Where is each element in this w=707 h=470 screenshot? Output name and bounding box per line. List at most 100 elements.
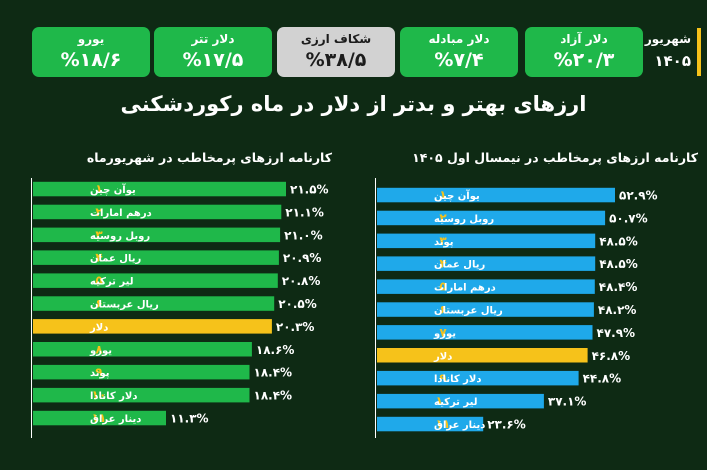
half-year-value-label: ۳۷.۱%	[548, 395, 587, 409]
half-year-rank-label: ۵	[439, 280, 446, 294]
half-year-rank-label: ۹	[439, 371, 447, 385]
half-year-value-label: ۴۶.۸%	[592, 349, 631, 363]
month-label: شهریور	[644, 32, 691, 46]
month-chart-axis-line	[31, 178, 32, 438]
half-year-category-label: ریال عمان	[434, 260, 485, 271]
half-year-rank-label: ۷	[439, 325, 447, 339]
month-category-label: یورو	[89, 345, 112, 356]
month-category-label: دینار عراق	[90, 414, 141, 425]
month-badge: شهریور ۱۴۰۵	[642, 28, 701, 76]
month-category-label: ریال عمان	[90, 254, 141, 265]
month-value-label: ۲۰.۳%	[276, 320, 315, 334]
card-tether-dollar: دلار تتر %۱۷/۵	[154, 27, 272, 77]
card-label: دلار آزاد	[560, 32, 608, 46]
half-year-category-label: لیر ترکیه	[434, 397, 477, 408]
half-year-bar	[377, 233, 596, 249]
month-chart-title: کارنامه ارزهای پرمخاطب در شهریورماه	[86, 150, 332, 165]
half-year-bar	[377, 256, 596, 271]
half-year-rank-label: ۱۰	[436, 394, 451, 408]
card-euro: یورو %۱۸/۶	[32, 27, 150, 77]
half-year-value-label: ۲۳.۶%	[487, 418, 526, 432]
half-year-value-label: ۴۴.۸%	[583, 372, 622, 386]
half-year-bar	[377, 279, 595, 294]
month-value-label: ۲۱.۵%	[290, 183, 329, 197]
half-year-rank-label: ۶	[439, 303, 446, 317]
half-year-bar	[377, 302, 594, 317]
half-year-bar	[377, 393, 544, 409]
month-rank-label: ۲	[95, 205, 103, 219]
half-year-rank-label: ۱	[439, 188, 446, 202]
half-year-rank-label: ۲	[439, 211, 447, 225]
card-free-dollar: دلار آزاد %۲۰/۳	[525, 27, 643, 77]
month-bar	[33, 204, 282, 220]
month-category-label: دلار کانادا	[90, 391, 137, 402]
card-label: یورو	[77, 32, 105, 46]
half-year-bar	[377, 416, 484, 432]
card-value: %۱۷/۵	[182, 49, 244, 71]
half-year-bar	[377, 370, 579, 386]
half-year-bar	[377, 210, 606, 226]
card-label: شکاف ارزی	[300, 32, 372, 46]
month-category-label: ریال عربستان	[90, 300, 159, 311]
half-year-category-label: دلار	[433, 351, 452, 362]
month-bar	[33, 227, 281, 243]
month-value-label: ۱۸.۶%	[256, 343, 295, 357]
month-bar	[33, 364, 250, 380]
month-rank-label: ۱۰	[92, 388, 107, 402]
half-year-value-label: ۴۷.۹%	[597, 326, 636, 340]
main-title: ارزهای بهتر و بدتر از دلار در ماه رکوردش…	[120, 92, 587, 116]
month-rank-label: ۹	[95, 365, 103, 379]
card-currency-gap: شکاف ارزی %۳۸/۵	[277, 27, 395, 77]
half-year-category-label: یورو	[433, 328, 456, 339]
half-year-value-label: ۴۸.۴%	[599, 280, 638, 294]
half-year-value-label: ۵۰.۷%	[609, 211, 648, 225]
card-label: دلار مبادله	[428, 32, 490, 46]
half-year-category-label: ریال عربستان	[434, 306, 503, 317]
card-exchange-dollar: دلار مبادله %۷/۴	[400, 27, 518, 77]
half-year-value-label: ۴۸.۲%	[598, 303, 637, 317]
month-bar	[33, 273, 278, 288]
half-year-category-label: روبل روسیه	[434, 214, 494, 225]
half-year-value-label: ۴۸.۵%	[599, 257, 638, 271]
month-bar	[33, 342, 252, 357]
month-bar	[33, 387, 250, 403]
month-bar	[33, 250, 279, 265]
month-category-label: پوند	[90, 368, 110, 379]
card-value: %۲۰/۳	[553, 49, 615, 71]
month-value-label: ۲۰.۹%	[283, 251, 322, 265]
half-year-category-label: دلار کانادا	[434, 374, 481, 385]
month-value-label: ۱۱.۳%	[170, 412, 209, 426]
card-value: %۱۸/۶	[60, 49, 122, 71]
month-value-label: ۲۰.۵%	[278, 297, 317, 311]
half-year-chart-axis-line	[375, 178, 376, 438]
month-bar	[33, 410, 166, 426]
month-category-label: یوآن چین	[90, 183, 136, 196]
year-label: ۱۴۰۵	[654, 52, 691, 70]
half-year-rank-label: ۳	[439, 234, 447, 248]
month-bar	[33, 319, 272, 334]
month-rank-label: ۱	[95, 182, 102, 196]
half-year-rank-label: ۸	[439, 348, 447, 362]
month-rank-label: ۳	[95, 228, 103, 242]
month-value-label: ۲۱.۰%	[284, 228, 323, 242]
month-value-label: ۱۸.۴%	[254, 389, 293, 403]
half-year-chart-title: کارنامه ارزهای پرمخاطب در نیمسال اول ۱۴۰…	[412, 150, 698, 165]
card-value: %۷/۴	[434, 49, 484, 71]
month-category-label: دلار	[89, 322, 108, 333]
month-bar	[33, 181, 286, 197]
half-year-rank-label: ۱۱	[436, 417, 451, 431]
month-value-label: ۲۰.۸%	[282, 274, 321, 288]
month-rank-label: ۶	[95, 297, 102, 311]
half-year-value-label: ۴۸.۵%	[599, 234, 638, 248]
month-value-label: ۲۱.۱%	[285, 205, 324, 219]
half-year-category-label: درهم امارات	[434, 283, 496, 294]
half-year-category-label: پوند	[434, 237, 454, 248]
card-value: %۳۸/۵	[305, 49, 367, 71]
half-year-bar	[377, 325, 593, 340]
month-rank-label: ۱۱	[92, 411, 107, 425]
month-category-label: درهم امارات	[90, 208, 152, 219]
half-year-category-label: دینار عراق	[434, 420, 485, 431]
half-year-value-label: ۵۲.۹%	[619, 189, 658, 203]
